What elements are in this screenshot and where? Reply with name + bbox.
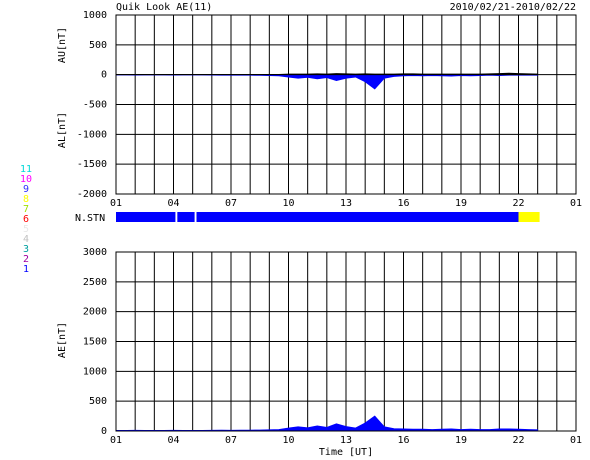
station-legend-label: 5 [23, 224, 29, 235]
y-tick-label: 0 [101, 426, 107, 437]
y-tick-label: 500 [89, 396, 107, 407]
y-tick-label: 2500 [83, 277, 107, 288]
x-tick-label: 16 [397, 198, 409, 209]
x-tick-label: 01 [570, 198, 582, 209]
x-tick-label: 13 [340, 435, 352, 446]
x-tick-label: 04 [167, 435, 179, 446]
y-tick-label: -1500 [77, 159, 107, 170]
x-tick-label: 07 [225, 198, 237, 209]
area [115, 415, 539, 432]
y-axis-label: AE[nT] [57, 322, 68, 358]
station-label: N.STN [75, 213, 105, 224]
x-tick-label: 10 [282, 435, 294, 446]
x-tick-label: 04 [167, 198, 179, 209]
station-legend-label: 4 [23, 234, 29, 245]
y-tick-label: 500 [89, 40, 107, 51]
y-tick-label: -2000 [77, 189, 107, 200]
station-segment [196, 212, 519, 222]
station-legend-label: 3 [23, 244, 29, 255]
plot-frame [115, 14, 577, 195]
x-tick-label: 10 [282, 198, 294, 209]
x-tick-label: 19 [455, 198, 467, 209]
y-tick-label: 1500 [83, 337, 107, 348]
area [115, 72, 539, 76]
station-legend-label: 7 [23, 204, 29, 215]
y-tick-label: -1000 [77, 129, 107, 140]
x-tick-label: 19 [455, 435, 467, 446]
chart-subtitle: 2010/02/21-2010/02/22 [450, 2, 576, 13]
y-axis-label: AU[nT] [57, 27, 68, 63]
y-tick-label: -500 [83, 100, 107, 111]
station-legend-label: 8 [23, 194, 29, 205]
x-tick-label: 01 [110, 198, 122, 209]
station-legend-label: 2 [23, 254, 29, 265]
x-tick-label: 13 [340, 198, 352, 209]
station-legend-label: 11 [20, 164, 32, 175]
plot-frame [115, 251, 577, 432]
station-legend-label: 6 [23, 214, 29, 225]
y-tick-label: 1000 [83, 10, 107, 21]
x-tick-label: 22 [512, 435, 524, 446]
y-tick-label: 2000 [83, 307, 107, 318]
station-segment [518, 212, 540, 222]
y-tick-label: 1000 [83, 366, 107, 377]
station-segment [116, 212, 176, 222]
chart-title: Quik Look AE(11) [116, 2, 212, 13]
x-tick-label: 01 [110, 435, 122, 446]
station-legend-label: 1 [23, 264, 29, 275]
station-segment [177, 212, 195, 222]
y-axis-label: AL[nT] [57, 112, 68, 148]
station-legend-label: 10 [20, 174, 32, 185]
x-tick-label: 01 [570, 435, 582, 446]
x-tick-label: 16 [397, 435, 409, 446]
x-axis-label: Time [UT] [319, 447, 373, 458]
y-tick-label: 3000 [83, 247, 107, 258]
y-tick-label: 0 [101, 70, 107, 81]
station-legend-label: 9 [23, 184, 29, 195]
x-tick-label: 07 [225, 435, 237, 446]
x-tick-label: 22 [512, 198, 524, 209]
